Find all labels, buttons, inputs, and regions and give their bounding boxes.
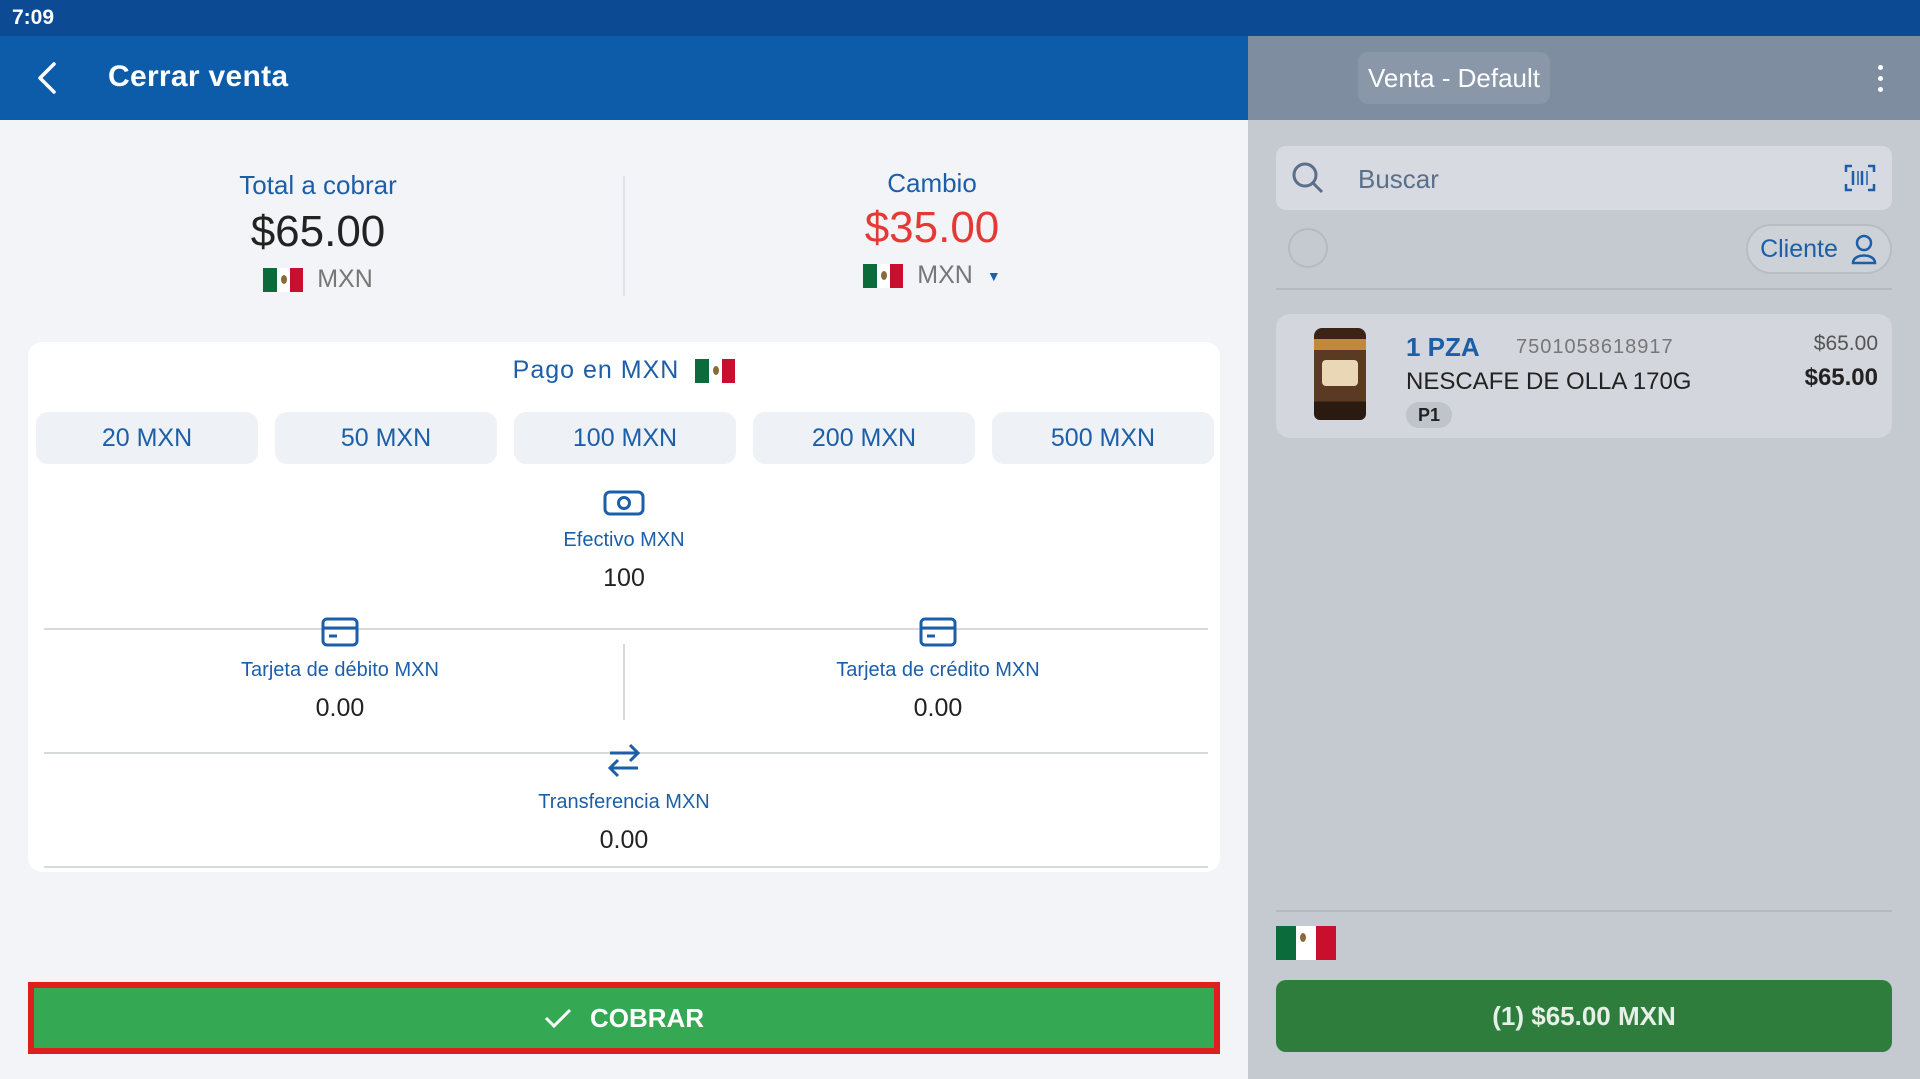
status-bar: 7:09 bbox=[0, 0, 1920, 36]
change-summary: Cambio $35.00 MXN ▼ bbox=[682, 168, 1182, 290]
chevron-left-icon bbox=[38, 62, 56, 94]
cart-total-button[interactable]: (1) $65.00 MXN bbox=[1276, 980, 1892, 1052]
total-label: Total a cobrar bbox=[239, 170, 397, 200]
cash-icon bbox=[603, 490, 645, 516]
credit-card-label: Tarjeta de crédito MXN bbox=[836, 659, 1040, 681]
total-currency: MXN bbox=[68, 265, 568, 294]
person-icon bbox=[1851, 234, 1877, 265]
search-icon bbox=[1292, 162, 1324, 194]
total-amount: $65.00 bbox=[250, 207, 386, 256]
cart-item[interactable]: 1 PZA 7501058618917 NESCAFE DE OLLA 170G… bbox=[1276, 314, 1892, 438]
cart-item-barcode: 7501058618917 bbox=[1516, 336, 1674, 358]
debit-card-value: 0.00 bbox=[315, 694, 365, 722]
sale-header: Venta - Default bbox=[1248, 36, 1920, 120]
client-button[interactable]: Cliente bbox=[1746, 224, 1892, 274]
more-vert-icon bbox=[1877, 64, 1883, 70]
total-currency-code: MXN bbox=[317, 265, 373, 293]
cash-payment-field[interactable]: Efectivo MXN 100 bbox=[374, 488, 874, 593]
debit-card-label: Tarjeta de débito MXN bbox=[241, 659, 439, 681]
credit-card-value: 0.00 bbox=[913, 694, 963, 722]
mexico-flag-icon bbox=[263, 267, 304, 292]
cart-item-quantity: 1 PZA bbox=[1406, 332, 1480, 362]
debit-card-payment-field[interactable]: Tarjeta de débito MXN 0.00 bbox=[100, 616, 580, 723]
card-icon bbox=[919, 617, 957, 647]
barcode-scan-icon[interactable] bbox=[1844, 164, 1876, 192]
checkout-label: COBRAR bbox=[589, 1002, 705, 1033]
status-time: 7:09 bbox=[12, 6, 55, 29]
denomination-20-button[interactable]: 20 MXN bbox=[36, 412, 258, 464]
divider bbox=[44, 628, 1208, 630]
denomination-200-button[interactable]: 200 MXN bbox=[753, 412, 975, 464]
sale-selector-chip[interactable]: Venta - Default bbox=[1358, 52, 1550, 104]
divider bbox=[1276, 910, 1892, 912]
client-label: Cliente bbox=[1760, 234, 1838, 263]
check-icon bbox=[544, 1008, 571, 1029]
denomination-100-button[interactable]: 100 MXN bbox=[514, 412, 736, 464]
more-options-button[interactable] bbox=[1868, 56, 1892, 100]
divider bbox=[623, 644, 625, 720]
cart-item-total: $65.00 bbox=[1804, 364, 1878, 391]
change-amount: $35.00 bbox=[864, 203, 1000, 252]
app-header: Cerrar venta bbox=[0, 36, 1248, 120]
cash-label: Efectivo MXN bbox=[563, 529, 685, 551]
page-title: Cerrar venta bbox=[108, 60, 289, 93]
mexico-flag-icon bbox=[863, 263, 904, 288]
mexico-flag-icon bbox=[1276, 926, 1336, 960]
mexico-flag-icon bbox=[695, 358, 736, 383]
cash-value: 100 bbox=[603, 564, 645, 592]
payment-title: Pago en MXN bbox=[28, 356, 1220, 385]
cart-item-name: NESCAFE DE OLLA 170G bbox=[1406, 368, 1692, 395]
cart-item-unit-price: $65.00 bbox=[1813, 332, 1878, 355]
change-currency-code: MXN bbox=[917, 261, 973, 289]
change-label: Cambio bbox=[887, 168, 977, 198]
search-box bbox=[1276, 146, 1892, 210]
denomination-50-button[interactable]: 50 MXN bbox=[275, 412, 497, 464]
denomination-500-button[interactable]: 500 MXN bbox=[992, 412, 1214, 464]
card-icon bbox=[321, 617, 359, 647]
checkout-panel: Total a cobrar $65.00 MXN Cambio $35.00 … bbox=[0, 120, 1248, 1079]
select-all-checkbox[interactable] bbox=[1288, 228, 1328, 268]
payment-card: Pago en MXN 20 MXN 50 MXN 100 MXN 200 MX… bbox=[28, 342, 1220, 872]
divider bbox=[1276, 288, 1892, 290]
transfer-value: 0.00 bbox=[599, 826, 649, 854]
cart-panel: Cliente 1 PZA 7501058618917 NESCAFE DE O… bbox=[1248, 120, 1920, 1079]
divider bbox=[44, 866, 1208, 868]
total-summary: Total a cobrar $65.00 MXN bbox=[68, 170, 568, 294]
credit-card-payment-field[interactable]: Tarjeta de crédito MXN 0.00 bbox=[698, 616, 1178, 723]
transfer-label: Transferencia MXN bbox=[538, 791, 710, 813]
search-input[interactable] bbox=[1356, 160, 1800, 198]
transfer-payment-field[interactable]: Transferencia MXN 0.00 bbox=[374, 740, 874, 855]
product-image bbox=[1314, 328, 1366, 420]
change-currency-selector[interactable]: MXN ▼ bbox=[682, 261, 1182, 290]
back-button[interactable] bbox=[22, 52, 74, 104]
price-level-badge: P1 bbox=[1406, 402, 1452, 428]
checkout-button[interactable]: COBRAR bbox=[28, 982, 1220, 1054]
summary-divider bbox=[623, 176, 625, 296]
payment-title-text: Pago en MXN bbox=[512, 356, 680, 384]
dropdown-arrow-icon: ▼ bbox=[986, 267, 1001, 284]
transfer-icon bbox=[607, 743, 641, 778]
currency-flag bbox=[1276, 926, 1336, 965]
